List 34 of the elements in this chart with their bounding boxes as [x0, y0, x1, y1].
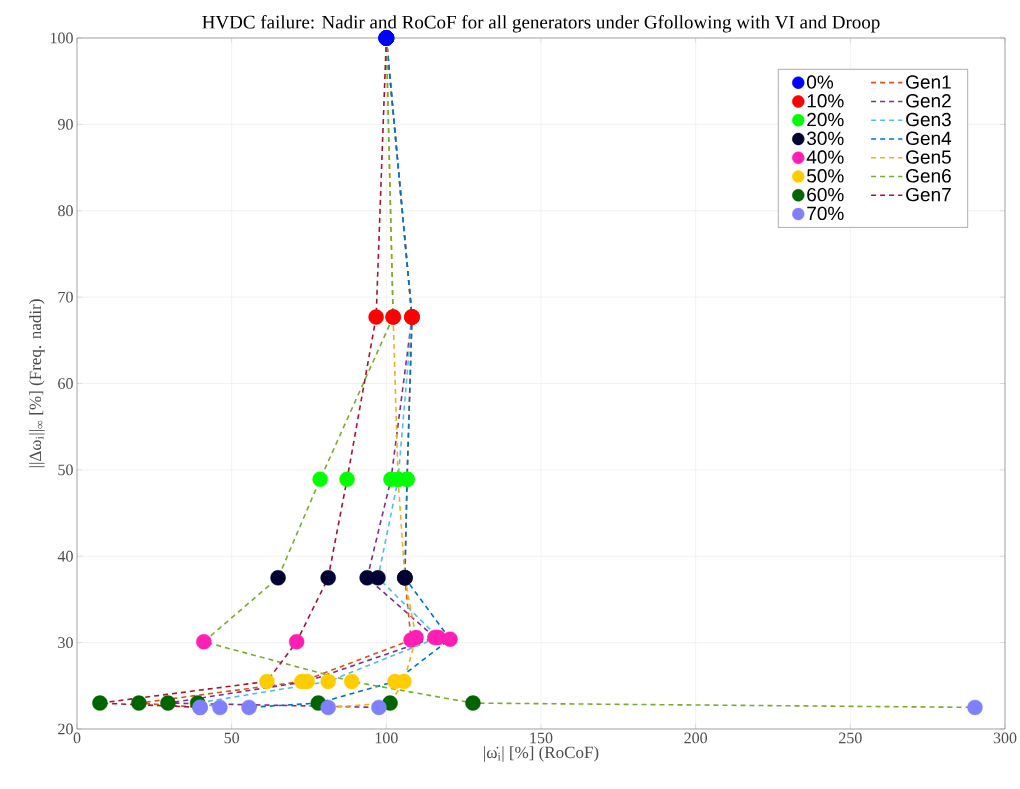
- legend-label: 40%: [806, 150, 844, 164]
- legend-label: 50%: [807, 169, 844, 183]
- y-tick-label: 60: [58, 378, 73, 389]
- y-tick-label: 30: [58, 637, 73, 649]
- x-tick-label: 50: [224, 732, 240, 744]
- legend-label: 20%: [807, 112, 844, 127]
- x-tick-label: 100: [375, 732, 398, 744]
- legend-label: 60%: [807, 187, 844, 202]
- legend-label: Gen4: [906, 131, 952, 146]
- x-tick-label: 300: [993, 732, 1017, 744]
- y-tick-label: 20: [58, 723, 73, 735]
- y-tick-label: 90: [57, 118, 73, 130]
- x-tick-label: 200: [684, 732, 708, 744]
- y-tick-label: 80: [58, 205, 73, 217]
- x-tick-label: 250: [839, 732, 862, 744]
- legend-label: Gen1: [906, 75, 951, 89]
- legend-label: Gen7: [906, 187, 951, 202]
- legend-label: 30%: [807, 131, 844, 146]
- x-tick-label: 150: [530, 732, 553, 744]
- legend-label: 0%: [807, 75, 834, 89]
- x-tick-label: 0: [73, 732, 81, 744]
- x-axis-title: |ω̇$_{i}$| [%] (RoCoF): [484, 746, 599, 762]
- legend-label: Gen6: [906, 169, 951, 183]
- y-tick-label: 40: [57, 550, 73, 562]
- y-axis-title: ||Δω$_{i}$||$_{∞}$ [%] (Freq. nadir): [29, 299, 45, 468]
- chart-title: HVDC failure: Nadir and RoCoF for all generators under Gfollowing with VI and Droop: [202, 14, 880, 33]
- y-tick-label: 50: [58, 464, 73, 476]
- legend-label: Gen2: [906, 94, 951, 108]
- y-tick-label: 100: [50, 32, 73, 44]
- legend-label: Gen5: [906, 150, 951, 164]
- legend-label: Gen3: [906, 112, 951, 127]
- legend-label: 10%: [807, 94, 844, 108]
- y-tick-label: 70: [58, 291, 73, 303]
- legend-label: 70%: [807, 206, 844, 221]
